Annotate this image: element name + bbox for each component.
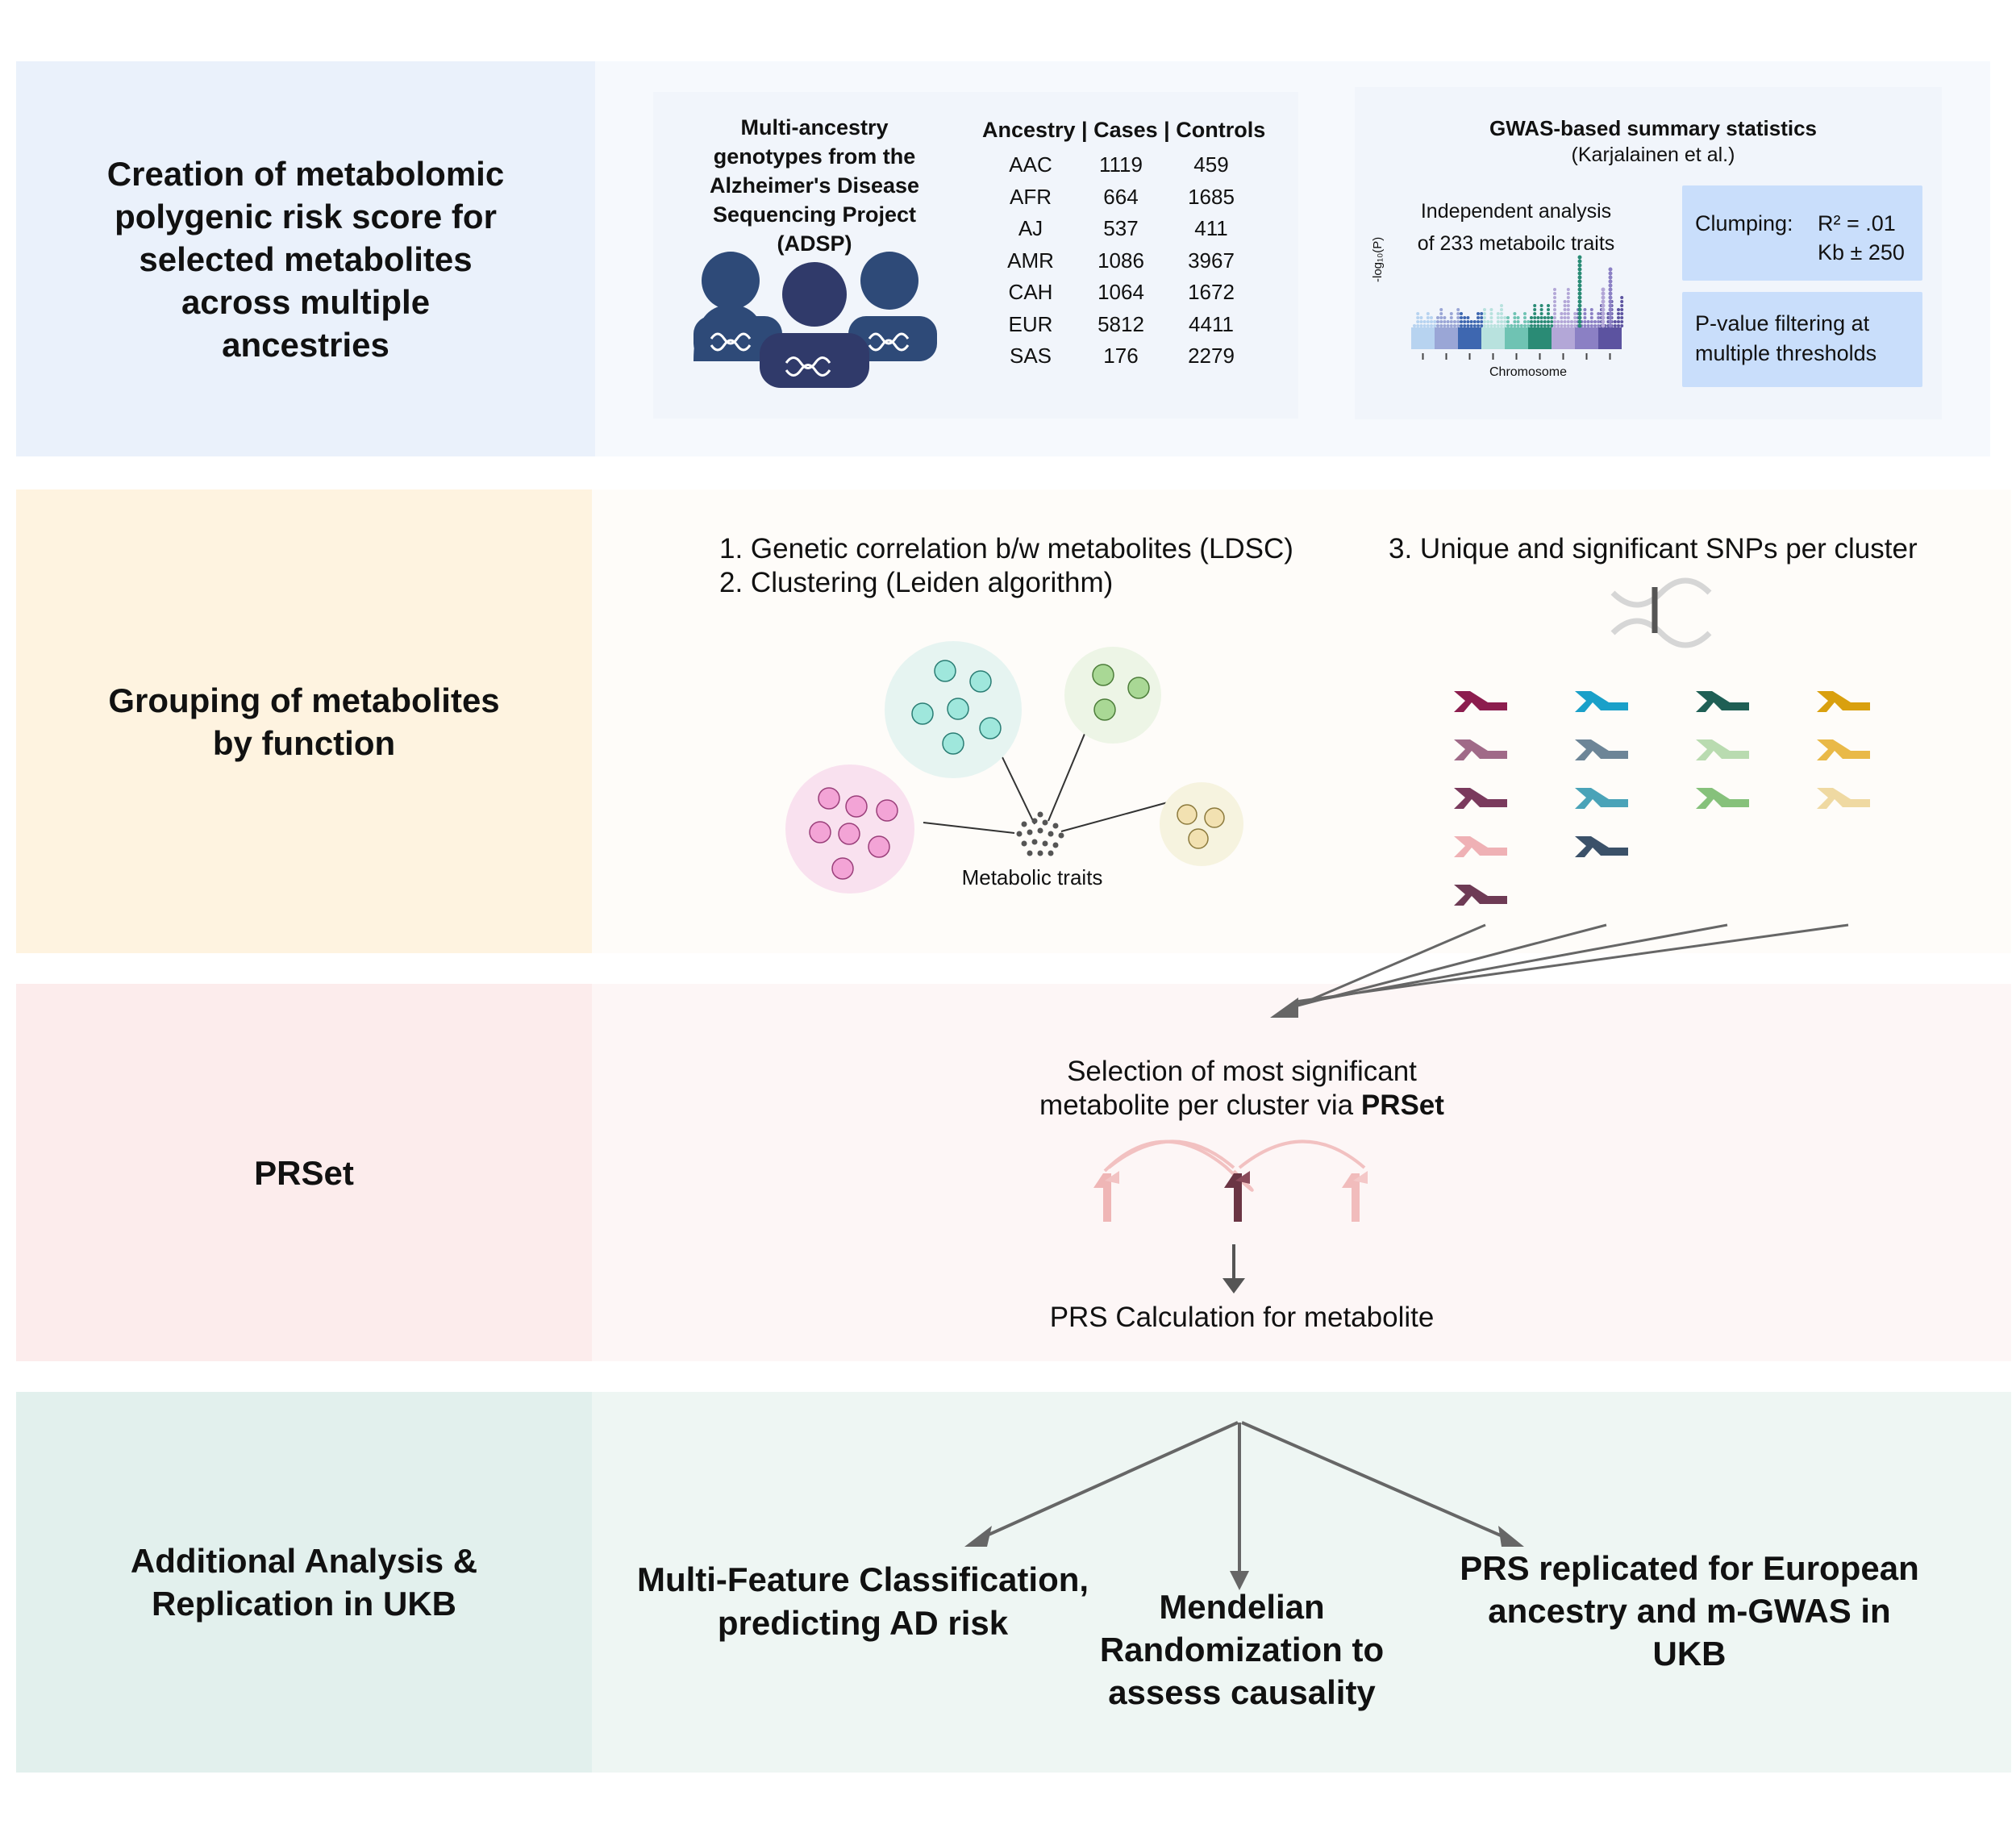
table-ancestry-cell: AMR (1007, 248, 1054, 273)
section-3-panel (592, 984, 2011, 1361)
table-controls-cell: 2279 (1188, 344, 1235, 368)
table-controls-cell: 459 (1193, 152, 1229, 177)
gwas-title: GWAS-based summary statistics (1489, 116, 1818, 140)
prset-selection-line-1: Selection of most significant (1067, 1056, 1417, 1087)
table-controls-cell: 411 (1194, 216, 1228, 240)
table-cases-cell: 1086 (1098, 248, 1144, 273)
table-cases-cell: 1119 (1099, 152, 1143, 177)
section-3-title: PRSet (254, 1153, 354, 1192)
section-1-title: Creation of metabolomic polygenic risk s… (106, 154, 505, 364)
table-ancestry-cell: AFR (1010, 184, 1052, 209)
outcome-mendelian: Mendelian Randomization to assess causal… (1099, 1588, 1385, 1711)
table-controls-cell: 3967 (1188, 248, 1235, 273)
table-cases-cell: 537 (1103, 216, 1139, 240)
section-4-header: Additional Analysis & Replication in UKB (16, 1392, 592, 1773)
section-3-header: PRSet (16, 984, 592, 1361)
section-2-title: Grouping of metabolites by function (108, 681, 500, 762)
clumping-kb: Kb ± 250 (1818, 240, 1905, 265)
table-ancestry-cell: AAC (1009, 152, 1052, 177)
adsp-table-header: Ancestry | Cases | Controls (982, 118, 1266, 142)
prset-selection-line-2: metabolite per cluster via PRSet (960, 1089, 1524, 1122)
table-cases-cell: 5812 (1098, 311, 1144, 336)
pvalue-filter-text: P-value filtering at multiple thresholds (1695, 311, 1877, 365)
outcome-classification: Multi-Feature Classification, predicting… (636, 1560, 1089, 1642)
table-ancestry-cell: EUR (1008, 311, 1053, 336)
table-ancestry-cell: AJ (1018, 216, 1043, 240)
table-cases-cell: 1064 (1098, 280, 1144, 304)
table-cases-cell: 664 (1103, 184, 1139, 209)
adsp-caption: Multi-ancestry genotypes from the Alzhei… (709, 115, 920, 256)
table-controls-cell: 1685 (1188, 184, 1235, 209)
clumping-label: Clumping: (1695, 211, 1793, 235)
prs-calculation-label: PRS Calculation for metabolite (1049, 1302, 1435, 1333)
gwas-citation: (Karjalainen et al.) (1571, 144, 1735, 166)
metabolic-traits-label: Metabolic traits (961, 865, 1103, 889)
prset-selection-text: metabolite per cluster via (1039, 1089, 1361, 1121)
table-ancestry-cell: CAH (1008, 280, 1053, 304)
table-controls-cell: 4411 (1189, 311, 1234, 336)
manhattan-ylabel: -log₁₀(P) (1371, 236, 1385, 282)
table-cases-cell: 176 (1103, 344, 1139, 368)
prset-tool-name: PRSet (1360, 1089, 1444, 1121)
pvalue-filter-box (1682, 292, 1922, 387)
table-ancestry-cell: SAS (1009, 344, 1052, 368)
grouping-step-3: 3. Unique and significant SNPs per clust… (1389, 533, 1918, 564)
outcome-replication: PRS replicated for European ancestry and… (1460, 1549, 1919, 1673)
manhattan-xlabel: Chromosome (1489, 365, 1568, 379)
clumping-r2: R² = .01 (1818, 211, 1896, 235)
section-4-title: Additional Analysis & Replication in UKB (130, 1542, 478, 1623)
section-1-header: Creation of metabolomic polygenic risk s… (16, 61, 595, 456)
grouping-step-2: 2. Clustering (Leiden algorithm) (719, 567, 1114, 598)
table-controls-cell: 1672 (1188, 280, 1235, 304)
gwas-analysis-text: Independent analysis of 233 metaboilc tr… (1417, 200, 1615, 255)
section-2-header: Grouping of metabolites by function (16, 489, 592, 953)
grouping-step-1: 1. Genetic correlation b/w metabolites (… (719, 533, 1293, 564)
clumping-box (1682, 185, 1922, 281)
